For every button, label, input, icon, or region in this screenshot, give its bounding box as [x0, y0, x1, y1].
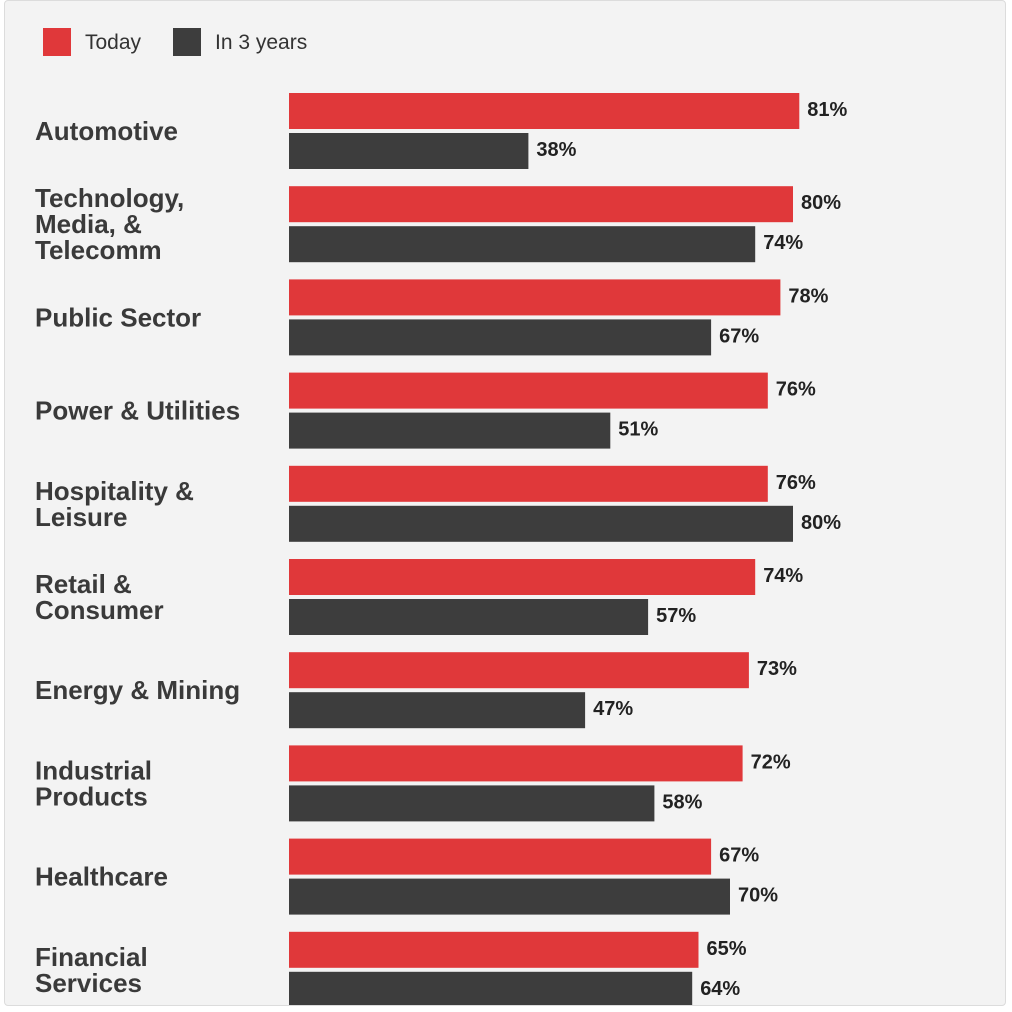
- category-label-line: Public Sector: [35, 302, 201, 332]
- category-label-8: Healthcare: [35, 862, 168, 892]
- category-label-line: Power & Utilities: [35, 396, 240, 426]
- legend-swatch-0: [43, 28, 71, 56]
- bar-today-3: [289, 372, 768, 409]
- category-group-4: Hospitality & Leisure 76% 80%: [35, 465, 841, 542]
- value-label-1-6: 47%: [593, 698, 633, 720]
- legend-swatch-1: [173, 28, 201, 56]
- value-label-1-9: 64%: [700, 978, 740, 1000]
- bar-today-0: [289, 93, 800, 129]
- category-label-line: Telecomm: [35, 235, 162, 265]
- bar-today-4: [289, 465, 768, 502]
- category-label-4: Hospitality & Leisure: [35, 476, 194, 532]
- category-label-2: Public Sector: [35, 302, 201, 332]
- category-label-0: Automotive: [35, 116, 178, 146]
- bar-in-3-years-9: [289, 971, 693, 1005]
- legend-label-1: In 3 years: [215, 31, 307, 54]
- value-label-0-8: 67%: [719, 845, 759, 867]
- category-group-1: Technology, Media, & Telecomm 80% 74%: [35, 183, 841, 265]
- category-label-line: Energy & Mining: [35, 675, 240, 705]
- bar-today-1: [289, 186, 793, 223]
- legend-label-0: Today: [85, 31, 142, 54]
- value-label-0-4: 76%: [776, 472, 816, 494]
- value-label-1-1: 74%: [763, 232, 803, 254]
- category-label-7: Industrial Products: [35, 755, 152, 811]
- category-label-line: Leisure: [35, 502, 128, 532]
- category-label-line: Retail &: [35, 569, 132, 599]
- bar-today-9: [289, 931, 699, 968]
- value-label-0-2: 78%: [788, 285, 828, 307]
- value-label-0-9: 65%: [707, 938, 747, 960]
- category-label-line: Services: [35, 968, 142, 998]
- category-label-line: Products: [35, 781, 148, 811]
- legend-item-0: Today: [43, 28, 142, 56]
- value-label-0-5: 74%: [763, 565, 803, 587]
- value-label-1-3: 51%: [618, 419, 658, 441]
- category-label-line: Consumer: [35, 595, 164, 625]
- legend-item-1: In 3 years: [173, 28, 307, 56]
- category-group-8: Healthcare 67% 70%: [35, 838, 778, 915]
- bar-in-3-years-7: [289, 785, 655, 822]
- category-group-5: Retail & Consumer 74% 57%: [35, 559, 803, 635]
- category-label-6: Energy & Mining: [35, 675, 240, 705]
- category-label-1: Technology, Media, & Telecomm: [35, 183, 184, 265]
- chart-frame: Today In 3 years Automotive 81% 38% Technolog…: [4, 0, 1006, 1006]
- value-label-1-2: 67%: [719, 325, 759, 347]
- category-group-6: Energy & Mining 73% 47%: [35, 652, 797, 729]
- bar-in-3-years-8: [289, 878, 730, 915]
- category-group-7: Industrial Products 72% 58%: [35, 745, 791, 822]
- bar-in-3-years-3: [289, 412, 611, 449]
- category-label-5: Retail & Consumer: [35, 569, 164, 625]
- value-label-1-7: 58%: [662, 791, 702, 813]
- bar-today-5: [289, 559, 756, 595]
- category-label-9: Financial Services: [35, 942, 148, 998]
- bar-in-3-years-0: [289, 133, 529, 169]
- category-group-3: Power & Utilities 76% 51%: [35, 372, 816, 449]
- bar-chart: Today In 3 years Automotive 81% 38% Technolog…: [35, 28, 848, 1005]
- bar-in-3-years-5: [289, 599, 649, 635]
- category-label-line: Healthcare: [35, 862, 168, 892]
- bar-in-3-years-6: [289, 692, 586, 729]
- bar-in-3-years-2: [289, 319, 712, 356]
- value-label-0-7: 72%: [751, 751, 791, 773]
- value-label-0-1: 80%: [801, 192, 841, 214]
- category-label-line: Industrial: [35, 755, 152, 785]
- bar-in-3-years-4: [289, 505, 793, 542]
- category-label-line: Media, &: [35, 209, 142, 239]
- value-label-0-0: 81%: [807, 99, 847, 121]
- bar-in-3-years-1: [289, 226, 756, 263]
- category-label-3: Power & Utilities: [35, 396, 240, 426]
- value-label-0-3: 76%: [776, 379, 816, 401]
- bar-today-2: [289, 279, 781, 316]
- bar-today-6: [289, 652, 749, 689]
- value-label-1-5: 57%: [656, 605, 696, 627]
- category-label-line: Technology,: [35, 183, 184, 213]
- category-label-line: Automotive: [35, 116, 178, 146]
- value-label-0-6: 73%: [757, 658, 797, 680]
- value-label-1-4: 80%: [801, 512, 841, 534]
- category-label-line: Hospitality &: [35, 476, 194, 506]
- bar-today-7: [289, 745, 743, 782]
- bar-today-8: [289, 838, 712, 875]
- value-label-1-0: 38%: [536, 139, 576, 161]
- category-label-line: Financial: [35, 942, 148, 972]
- value-label-1-8: 70%: [738, 885, 778, 907]
- category-group-2: Public Sector 78% 67%: [35, 279, 829, 356]
- category-group-9: Financial Services 65% 64%: [35, 931, 747, 1005]
- category-group-0: Automotive 81% 38%: [35, 93, 848, 169]
